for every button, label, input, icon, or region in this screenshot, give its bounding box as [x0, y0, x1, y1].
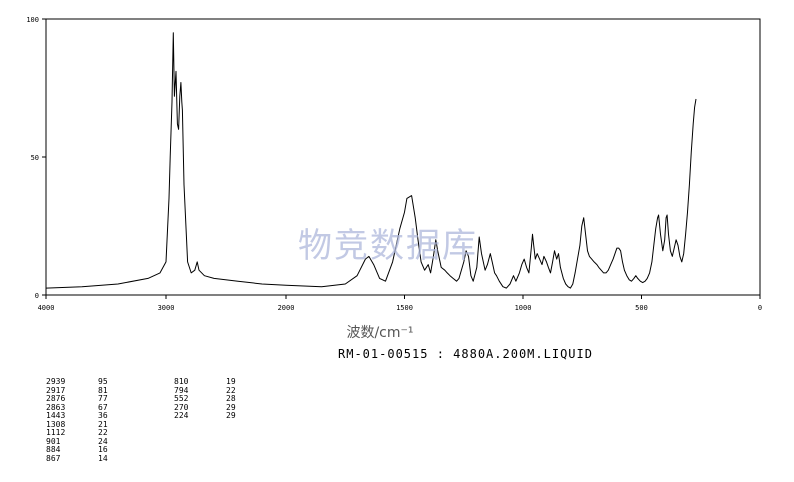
spectrum-code: RM-01-00515 : 4880A.200M.LIQUID	[338, 347, 593, 361]
peak-wavenumber: 2863	[46, 402, 66, 412]
peak-wavenumber: 810	[174, 377, 189, 386]
peak-table-column-2: 810 19 794 22 552 28 270 29 224 29	[174, 377, 266, 421]
peak-wavenumber: 884	[46, 445, 61, 454]
peak-wavenumber: 867	[46, 453, 61, 463]
peak-intensity: 14	[98, 453, 108, 463]
peak-table-column-1: 2939 95 2917 81 2876 77 2863 67 1443 36 1308 21 1112…	[46, 377, 138, 464]
peak-table-row: 1308 21	[46, 419, 138, 430]
peak-wavenumber: 1112	[46, 428, 66, 437]
peak-intensity: 16	[98, 445, 108, 454]
peak-wavenumber: 2876	[46, 394, 66, 403]
peak-intensity: 28	[226, 394, 236, 403]
peak-intensity: 67	[98, 402, 108, 412]
x-tick-label: 1500	[396, 304, 413, 312]
peak-table-row: 1112 22	[46, 428, 138, 438]
x-axis-label: 波数/cm⁻¹	[346, 325, 414, 341]
x-tick-label: 1000	[515, 304, 532, 312]
peak-table-row: 867 14	[46, 453, 138, 464]
watermark-text: 物竞数据库	[298, 226, 478, 266]
peak-intensity: 29	[226, 402, 236, 412]
peak-wavenumber: 224	[174, 411, 189, 420]
x-tick-label: 0	[758, 304, 762, 312]
x-tick-label: 500	[635, 304, 648, 312]
peak-intensity: 29	[226, 411, 236, 420]
peak-table-row: 224 29	[174, 411, 266, 421]
peak-intensity: 95	[98, 377, 108, 386]
axis-ticks: 4000 3000 2000 1500 1000 500 0 0 50 100	[26, 16, 762, 312]
peak-table-row: 552 28	[174, 394, 266, 404]
peak-intensity: 77	[98, 394, 108, 403]
peak-table-row: 1443 36	[46, 411, 138, 421]
peak-table-row: 2917 81	[46, 385, 138, 396]
peak-intensity: 22	[98, 428, 108, 437]
peak-wavenumber: 794	[174, 385, 189, 395]
peak-table-row: 2876 77	[46, 394, 138, 404]
peak-table-row: 884 16	[46, 445, 138, 455]
peak-intensity: 22	[226, 385, 236, 395]
y-tick-label: 100	[26, 16, 39, 24]
y-tick-label: 50	[31, 154, 39, 162]
peak-wavenumber: 901	[46, 436, 61, 446]
peak-wavenumber: 1308	[46, 419, 66, 429]
peak-table-row: 2863 67	[46, 402, 138, 413]
peak-intensity: 21	[98, 419, 108, 429]
peak-wavenumber: 552	[174, 394, 189, 403]
x-tick-label: 2000	[278, 304, 295, 312]
peak-intensity: 24	[98, 436, 108, 446]
y-tick-label: 0	[35, 292, 39, 300]
x-tick-label: 4000	[38, 304, 55, 312]
peak-wavenumber: 2939	[46, 377, 66, 386]
spectrum-series-line	[45, 32, 697, 289]
peak-table-row: 810 19	[174, 377, 266, 387]
peak-table-row: 270 29	[174, 402, 266, 413]
peak-wavenumber: 2917	[46, 385, 66, 395]
peak-intensity: 81	[98, 385, 108, 395]
peak-intensity: 19	[226, 377, 236, 386]
peak-wavenumber: 270	[174, 402, 189, 412]
peak-wavenumber: 1443	[46, 411, 66, 420]
peak-table-row: 901 24	[46, 436, 138, 447]
peak-table-row: 2939 95	[46, 377, 138, 387]
x-tick-label: 3000	[158, 304, 175, 312]
series-layer	[45, 32, 697, 289]
peak-table-row: 794 22	[174, 385, 266, 396]
peak-intensity: 36	[98, 411, 108, 420]
